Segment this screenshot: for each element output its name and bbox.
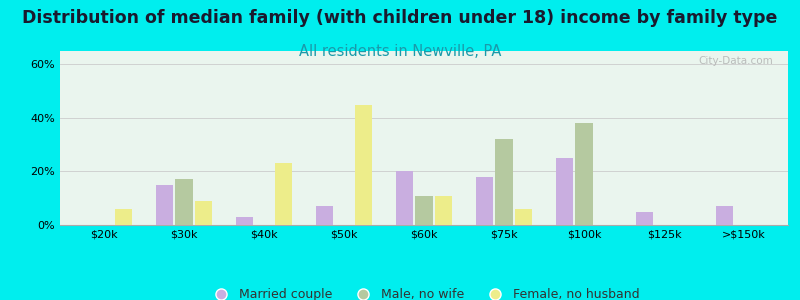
Bar <box>114 209 132 225</box>
Bar <box>175 179 193 225</box>
Bar <box>354 104 372 225</box>
Bar <box>156 185 174 225</box>
Bar <box>396 172 414 225</box>
Bar <box>575 123 593 225</box>
Text: City-Data.com: City-Data.com <box>698 56 774 66</box>
Text: Distribution of median family (with children under 18) income by family type: Distribution of median family (with chil… <box>22 9 778 27</box>
Bar <box>236 217 254 225</box>
Bar <box>316 206 334 225</box>
Text: All residents in Newville, PA: All residents in Newville, PA <box>299 44 501 59</box>
Bar <box>274 164 292 225</box>
Bar <box>495 139 513 225</box>
Bar <box>636 212 654 225</box>
Legend: Married couple, Male, no wife, Female, no husband: Married couple, Male, no wife, Female, n… <box>204 284 644 300</box>
Bar <box>415 196 433 225</box>
Bar <box>476 177 494 225</box>
Bar <box>514 209 532 225</box>
Bar <box>716 206 734 225</box>
Bar <box>556 158 574 225</box>
Bar <box>434 196 452 225</box>
Bar <box>194 201 212 225</box>
